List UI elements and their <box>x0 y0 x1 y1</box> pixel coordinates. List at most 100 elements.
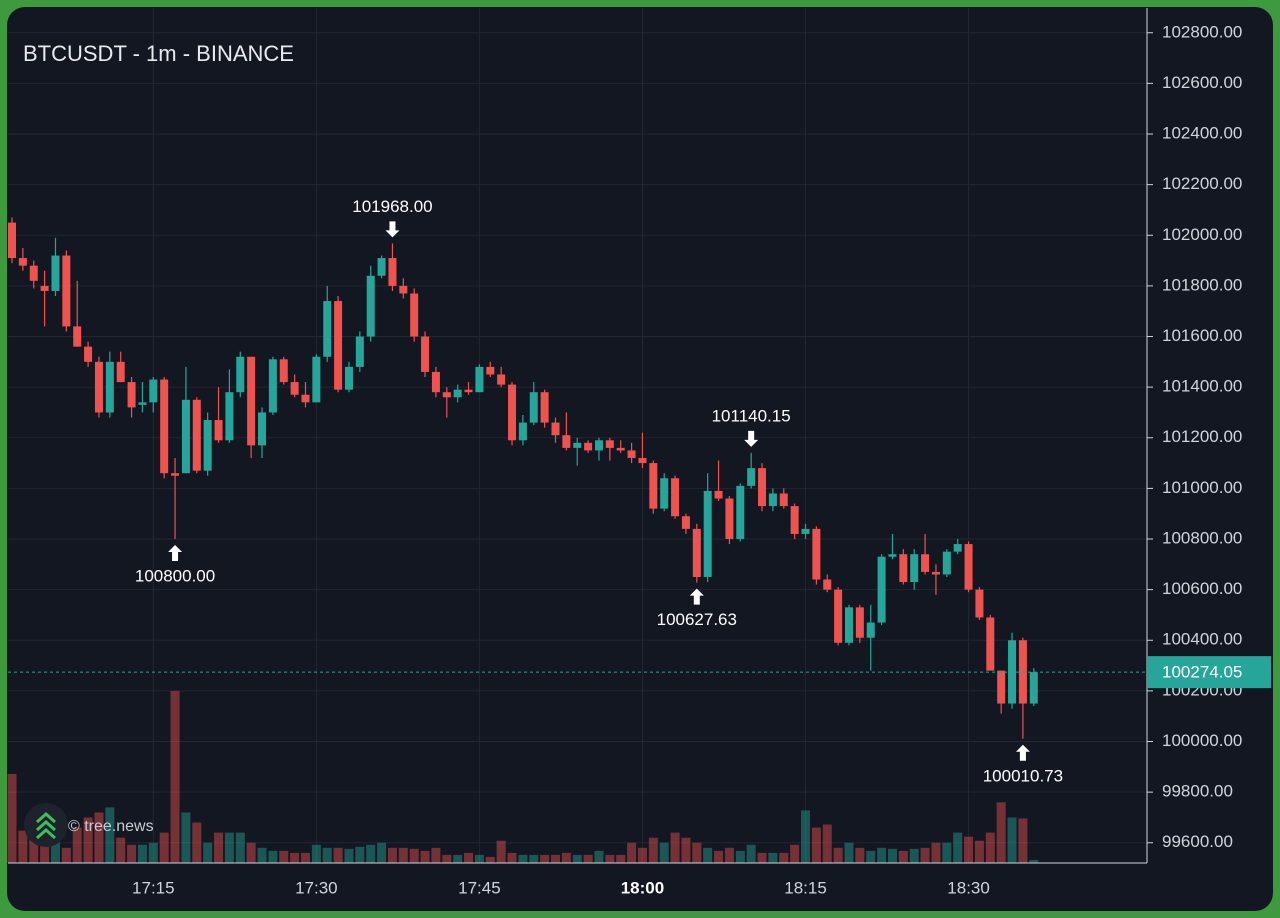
volume-bar <box>474 854 484 863</box>
candle-body <box>529 392 538 423</box>
volume-bar <box>529 854 539 863</box>
candle-body <box>681 516 690 529</box>
candle-body <box>453 389 462 398</box>
candle-body <box>8 222 16 259</box>
candle-body <box>877 556 886 623</box>
volume-bar <box>768 852 778 863</box>
volume-bar <box>344 848 354 863</box>
candle-body <box>18 258 27 266</box>
candle-body <box>486 366 495 375</box>
candle-body <box>779 493 788 507</box>
candle-body <box>410 293 419 337</box>
volume-bar <box>583 854 593 863</box>
candle-body <box>638 458 647 464</box>
y-tick-label: 101400.00 <box>1162 377 1242 396</box>
volume-bar <box>594 850 604 863</box>
volume-bar <box>18 830 28 863</box>
candle-body <box>758 468 767 507</box>
candle-body <box>442 392 451 398</box>
y-tick-label: 100600.00 <box>1162 579 1242 598</box>
candle-body <box>660 478 669 509</box>
low-label: 100010.73 <box>983 766 1063 785</box>
volume-bar <box>605 854 615 863</box>
candle-body <box>605 440 614 448</box>
volume-bar <box>931 842 941 863</box>
candle-body <box>312 356 321 403</box>
candle-body <box>975 589 984 618</box>
candle-body <box>931 571 940 575</box>
candle-body <box>627 450 636 459</box>
volume-bar <box>235 832 245 863</box>
y-tick-label: 102200.00 <box>1162 174 1242 193</box>
candle-body <box>844 607 853 643</box>
volume-bar <box>279 850 289 863</box>
candle-body <box>671 478 680 517</box>
volume-bar <box>561 852 571 863</box>
volume-bar <box>50 827 60 863</box>
candle-body <box>540 392 549 423</box>
candle-body <box>834 589 843 643</box>
volume-bar <box>801 810 811 863</box>
candle-body <box>551 422 560 436</box>
candle-body <box>268 359 277 413</box>
y-tick-label: 101000.00 <box>1162 478 1242 497</box>
y-tick-label: 99600.00 <box>1162 832 1233 851</box>
candle-body <box>616 447 625 451</box>
volume-bar <box>159 832 169 863</box>
volume-bar <box>224 832 234 863</box>
volume-bar <box>551 854 560 863</box>
volume-layer <box>7 691 1039 863</box>
low-label: 100800.00 <box>135 566 215 585</box>
volume-bar <box>127 844 137 863</box>
x-tick-label: 17:30 <box>295 878 338 897</box>
volume-bar <box>290 852 300 863</box>
candle-layer <box>8 217 1038 739</box>
volume-bar <box>105 807 115 863</box>
candle-body <box>236 356 245 393</box>
volume-bar <box>170 691 180 863</box>
volume-bar <box>496 840 506 863</box>
candle-body <box>431 371 440 393</box>
y-tick-label: 99800.00 <box>1162 782 1233 801</box>
candle-body <box>421 336 430 372</box>
candle-body <box>888 554 897 557</box>
candle-body <box>855 607 864 638</box>
candle-body <box>323 301 332 357</box>
candle-body <box>747 468 756 486</box>
volume-bar <box>648 837 658 863</box>
candle-body <box>692 528 701 577</box>
volume-bar <box>7 773 17 863</box>
volume-bar <box>507 852 517 863</box>
volume-bar <box>974 840 984 863</box>
candle-body <box>736 485 745 540</box>
low-arrow <box>1015 744 1030 761</box>
volume-bar <box>1029 859 1039 863</box>
candle-body <box>921 554 930 572</box>
candle-body <box>475 366 484 393</box>
volume-bar <box>203 842 213 863</box>
volume-bar <box>681 837 691 863</box>
volume-bar <box>735 850 745 863</box>
candle-body <box>214 420 223 441</box>
candle-body <box>279 359 288 383</box>
volume-bar <box>790 844 800 863</box>
volume-bar <box>942 842 952 863</box>
volume-bar <box>409 848 419 863</box>
volume-bar <box>637 847 647 863</box>
candle-body <box>344 366 353 390</box>
candle-body <box>203 420 212 471</box>
low-arrow <box>168 545 183 562</box>
candle-body <box>997 670 1006 704</box>
high-arrow <box>385 221 400 238</box>
volume-bar <box>964 836 974 863</box>
x-tick-label: 18:30 <box>947 878 990 897</box>
volume-bar <box>844 842 854 863</box>
volume-bar <box>148 842 158 863</box>
candle-body <box>910 554 919 583</box>
volume-bar <box>920 847 930 863</box>
volume-bar <box>953 832 963 863</box>
candle-body <box>942 551 951 575</box>
volume-bar <box>724 847 734 863</box>
last-price-label: 100274.05 <box>1162 663 1242 682</box>
overlay: 99600.0099800.00100000.00100200.00100400… <box>8 22 1271 897</box>
